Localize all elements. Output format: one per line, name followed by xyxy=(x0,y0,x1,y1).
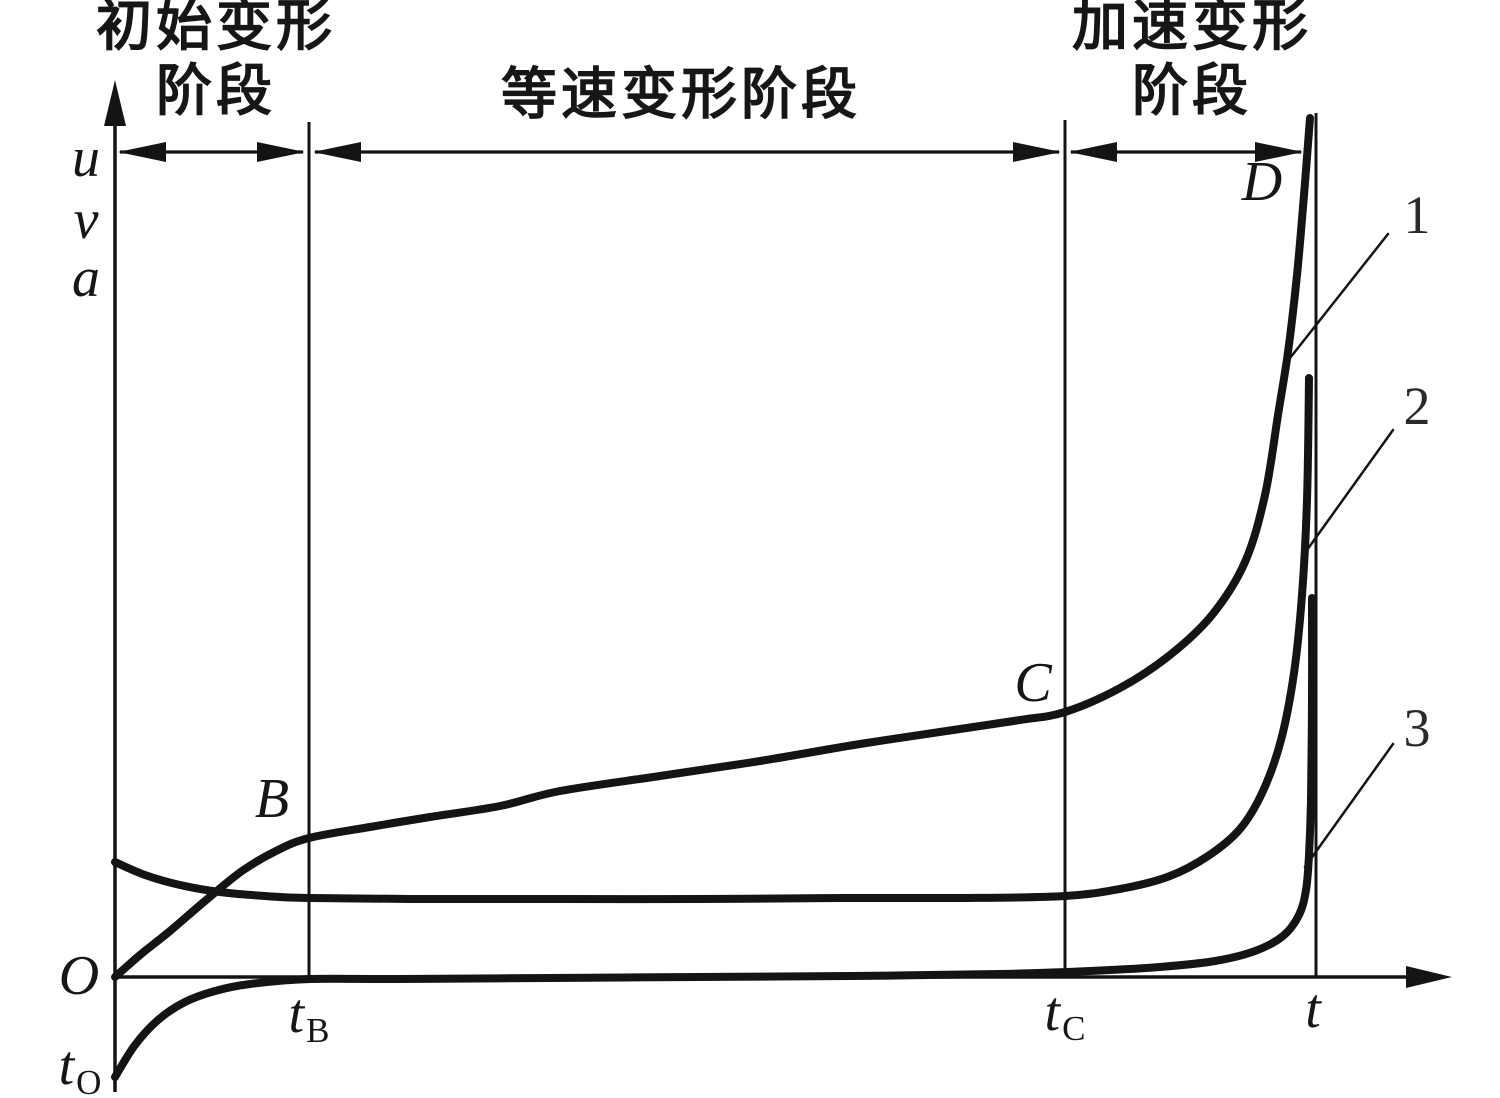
leader-line-1 xyxy=(1288,232,1390,360)
curve-3-path xyxy=(111,594,1317,1081)
tick-tC-main: t xyxy=(1044,981,1061,1044)
stage-label-constant: 等速变形阶段 xyxy=(501,64,861,129)
dimension-arrowhead-right-1 xyxy=(1013,142,1061,162)
tick-label-tB: tB xyxy=(289,986,330,1048)
point-label-C: C xyxy=(1014,652,1052,714)
tick-label-t: t xyxy=(1305,981,1323,1043)
stage-label-accelerated-line2: 阶段 xyxy=(1132,61,1252,123)
tick-tB-sub: B xyxy=(306,1010,330,1050)
time-marker-lines xyxy=(307,113,1318,977)
leader-line-3 xyxy=(1303,742,1395,869)
stage-label-initial: 初始变形 阶段 xyxy=(96,0,336,125)
tick-tB-main: t xyxy=(288,983,305,1046)
leader-lines xyxy=(1288,232,1395,869)
tick-tC-sub: C xyxy=(1062,1008,1086,1048)
curve-2-path xyxy=(111,374,1313,904)
curve-3-label: 3 xyxy=(1403,698,1431,758)
point-label-D: D xyxy=(1241,151,1283,213)
stage-label-constant-line1: 等速变形阶段 xyxy=(501,64,861,127)
tick-t0-main: t xyxy=(58,1035,75,1098)
stage-label-initial-line2: 阶段 xyxy=(156,61,276,123)
dimension-arrowhead-right-2 xyxy=(1255,142,1303,162)
stage-label-accelerated-line1: 加速变形 xyxy=(1072,0,1312,58)
tick-label-t0: tO xyxy=(59,1038,102,1098)
y-axis-arrowhead xyxy=(104,80,126,126)
dimension-arrowhead-left-1 xyxy=(313,142,361,162)
stage-label-accelerated: 加速变形 阶段 xyxy=(1072,0,1312,125)
dimension-arrowhead-right-0 xyxy=(257,142,305,162)
stage-dimension-arrows xyxy=(118,142,1303,162)
point-label-B: B xyxy=(254,768,290,830)
dimension-arrowhead-left-0 xyxy=(118,142,166,162)
leader-line-2 xyxy=(1300,428,1395,559)
stage-label-initial-line1: 初始变形 xyxy=(96,0,336,58)
curve-1-label: 1 xyxy=(1403,185,1431,245)
origin-label: O xyxy=(58,945,100,1007)
x-axis-arrowhead xyxy=(1406,966,1452,988)
dimension-arrowhead-left-2 xyxy=(1069,142,1117,162)
tick-t0-sub: O xyxy=(76,1062,102,1098)
y-axis-label-u: u xyxy=(72,127,100,189)
tick-label-tC: tC xyxy=(1045,984,1086,1046)
axes xyxy=(104,80,1452,1092)
curve-2-label: 2 xyxy=(1403,376,1431,436)
y-axis-label-v: v xyxy=(73,189,99,251)
curves xyxy=(111,114,1317,1081)
tick-t-main: t xyxy=(1305,978,1321,1041)
y-axis-label-a: a xyxy=(72,247,100,309)
curve-1-path xyxy=(111,114,1314,981)
